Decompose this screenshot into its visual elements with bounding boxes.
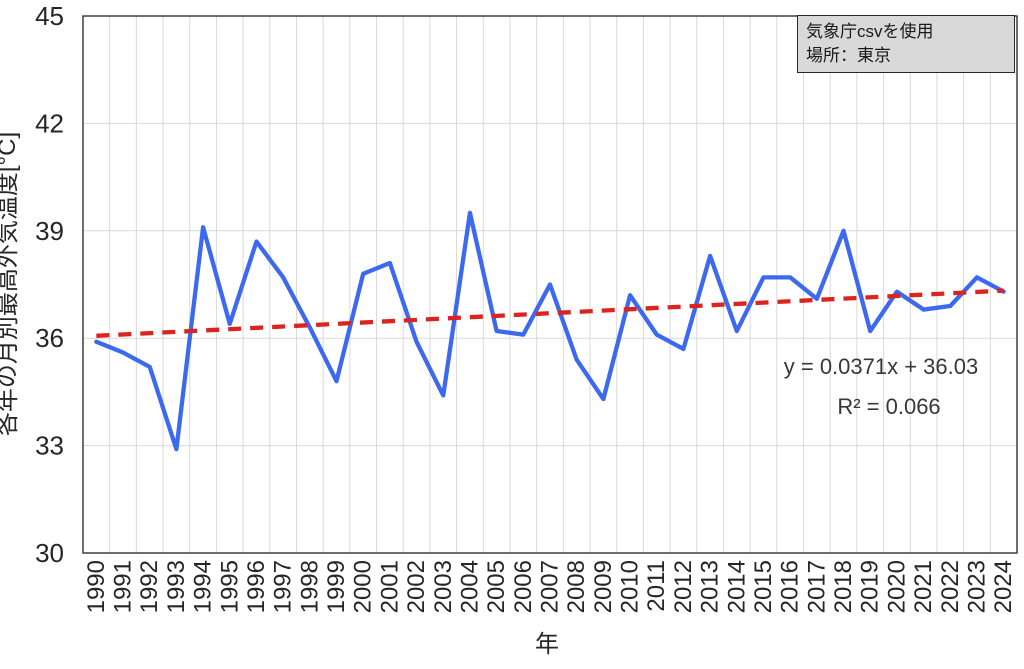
- trendline: [96, 288, 1004, 338]
- x-tick-label: 1991: [110, 560, 137, 613]
- trendline-r2-label: R² = 0.066: [837, 394, 940, 419]
- y-axis-title: 各年の月別最高外気温度[°C]: [0, 132, 21, 436]
- x-tick-label: 2017: [803, 560, 830, 613]
- x-tick-label: 2015: [750, 560, 777, 613]
- trendline-equation-label: y = 0.0371x + 36.03: [784, 354, 979, 379]
- x-tick-label: 1996: [243, 560, 270, 613]
- x-tick-label: 2023: [963, 560, 990, 613]
- x-tick-label: 2008: [563, 560, 590, 613]
- series-layer: [94, 210, 1006, 452]
- legend-box: 気象庁csvを使用 場所：東京: [797, 15, 1015, 73]
- temperature-series-line: [94, 210, 1006, 452]
- x-tick-label: 2005: [483, 560, 510, 613]
- tick-layer: 30 33 36 39 42 45 1990 1991 1992 1993 1994 1995 1996…: [35, 1, 1017, 613]
- x-tick-label: 2002: [403, 560, 430, 613]
- y-tick-label: 45: [35, 1, 64, 31]
- legend-line-1: 気象庁csvを使用: [806, 22, 934, 42]
- y-tick-label: 30: [35, 538, 64, 568]
- x-tick-label: 2000: [350, 560, 377, 613]
- x-tick-label: 2016: [777, 560, 804, 613]
- grid-layer: [82, 15, 1018, 554]
- x-tick-label: 2004: [456, 560, 483, 613]
- x-tick-label: 1998: [296, 560, 323, 613]
- x-tick-label: 2021: [910, 560, 937, 613]
- x-tick-label: 2022: [937, 560, 964, 613]
- x-tick-label: 1995: [216, 560, 243, 613]
- x-tick-label: 2007: [537, 560, 564, 613]
- x-tick-label: 2001: [376, 560, 403, 613]
- x-tick-label: 2018: [830, 560, 857, 613]
- x-tick-label: 1997: [270, 560, 297, 613]
- x-tick-label: 2013: [697, 560, 724, 613]
- x-tick-label: 2014: [723, 560, 750, 613]
- legend-line-2: 場所：東京: [806, 46, 891, 66]
- x-tick-label: 2010: [617, 560, 644, 613]
- x-tick-label: 2009: [590, 560, 617, 613]
- x-tick-label: 2003: [430, 560, 457, 613]
- x-tick-label: 2012: [670, 560, 697, 613]
- x-tick-label: 2006: [510, 560, 537, 613]
- x-tick-label: 1993: [163, 560, 190, 613]
- x-tick-label: 1992: [136, 560, 163, 613]
- y-tick-label: 36: [35, 323, 64, 353]
- x-tick-label: 1990: [83, 560, 110, 613]
- x-tick-label: 2019: [857, 560, 884, 613]
- x-tick-label: 2011: [643, 560, 670, 612]
- x-tick-label: 1999: [323, 560, 350, 613]
- y-tick-label: 42: [35, 108, 64, 138]
- x-tick-label: 2024: [990, 560, 1017, 613]
- x-tick-label: 2020: [883, 560, 910, 613]
- x-tick-label: 1994: [190, 560, 217, 613]
- x-axis-title: 年: [535, 631, 559, 658]
- y-tick-label: 39: [35, 216, 64, 246]
- plot-border: [82, 15, 1018, 554]
- y-tick-label: 33: [35, 431, 64, 461]
